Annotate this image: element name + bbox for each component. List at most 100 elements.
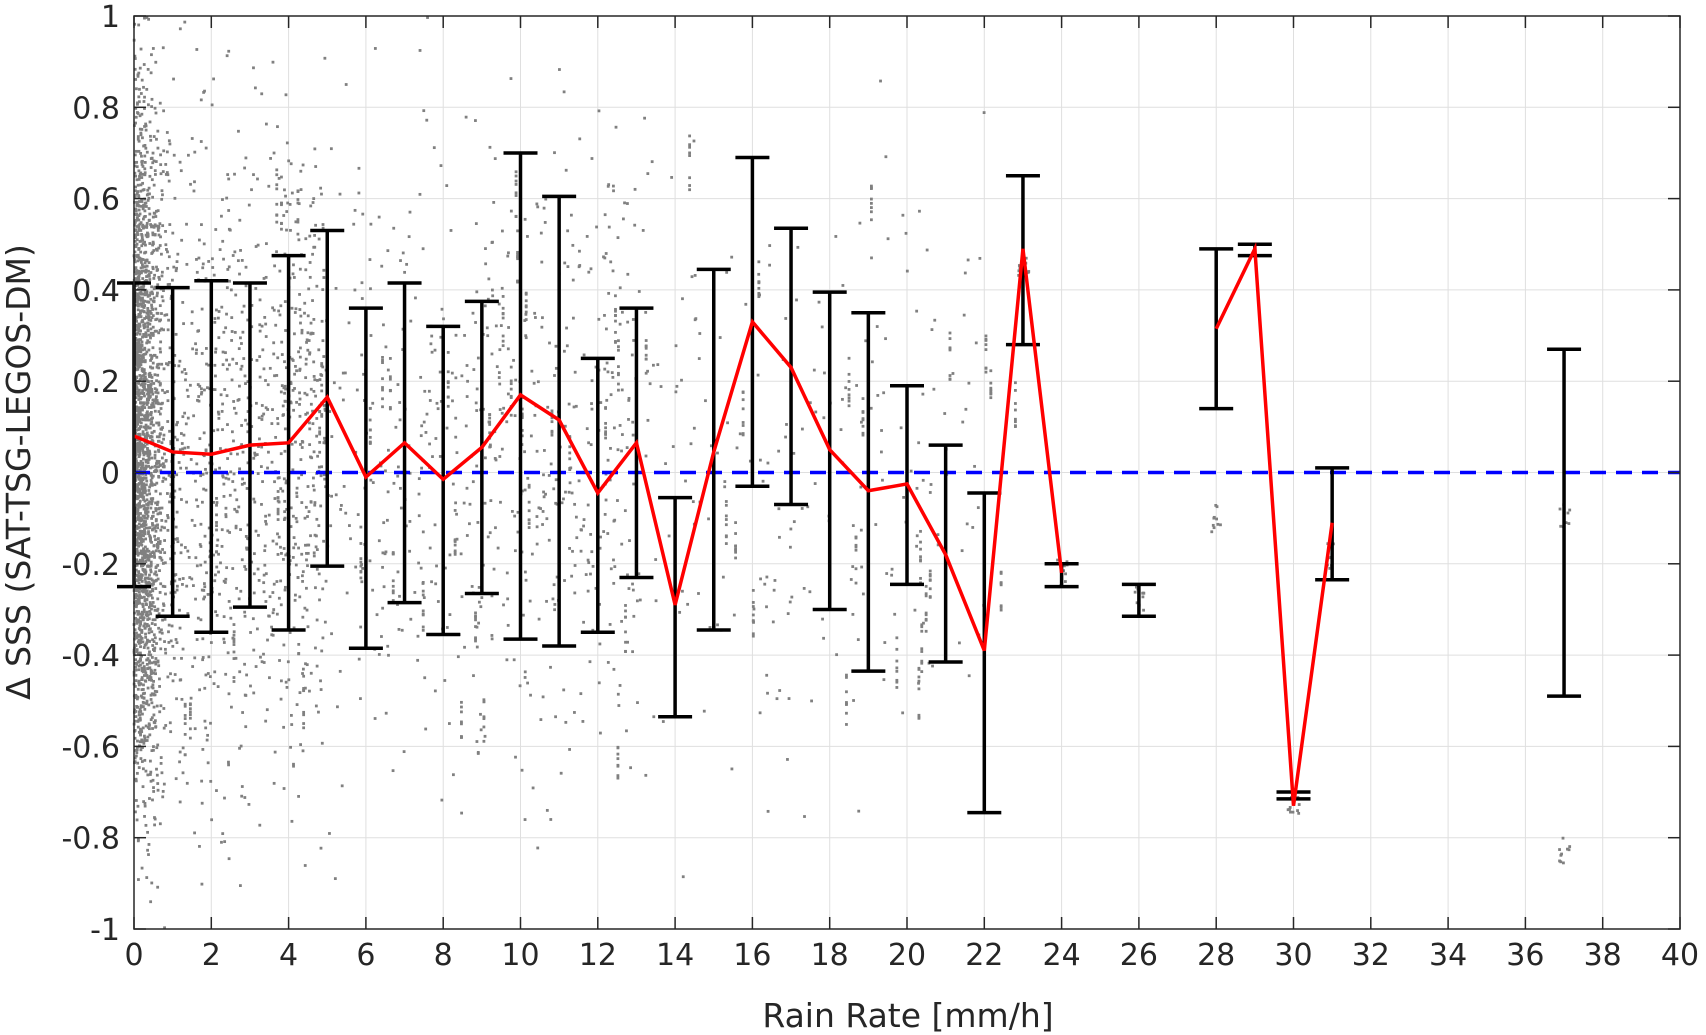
scatter-point	[147, 315, 151, 319]
scatter-point	[143, 261, 147, 265]
scatter-point	[318, 432, 322, 436]
scatter-point	[185, 262, 189, 266]
scatter-point	[146, 300, 149, 304]
scatter-point	[757, 272, 761, 276]
scatter-point	[289, 713, 293, 717]
scatter-point	[150, 403, 153, 407]
scatter-point	[759, 577, 762, 581]
scatter-point	[885, 572, 889, 575]
scatter-point	[294, 593, 297, 597]
scatter-point	[388, 406, 392, 409]
scatter-point	[264, 335, 268, 338]
scatter-point	[320, 741, 324, 745]
scatter-point	[857, 809, 861, 813]
scatter-point	[150, 355, 154, 359]
scatter-point	[451, 482, 455, 486]
scatter-point	[233, 488, 237, 492]
scatter-point	[626, 640, 630, 644]
scatter-point	[207, 526, 211, 530]
scatter-point	[137, 627, 141, 630]
scatter-point	[147, 489, 151, 492]
scatter-point	[230, 330, 234, 333]
scatter-point	[324, 579, 328, 583]
scatter-point	[267, 614, 271, 618]
scatter-point	[144, 335, 148, 339]
scatter-point	[928, 491, 932, 494]
scatter-point	[277, 535, 281, 539]
scatter-point	[140, 128, 144, 131]
scatter-point	[298, 308, 302, 311]
scatter-point	[138, 324, 142, 328]
scatter-point	[157, 421, 161, 425]
scatter-point	[315, 517, 319, 521]
scatter-point	[145, 411, 149, 415]
scatter-point	[408, 520, 412, 523]
scatter-point	[151, 231, 155, 235]
scatter-point	[514, 183, 518, 186]
scatter-point	[618, 322, 622, 326]
scatter-point	[617, 365, 620, 369]
scatter-point	[145, 150, 149, 154]
scatter-point	[157, 246, 161, 250]
scatter-point	[718, 336, 722, 339]
scatter-point	[631, 420, 635, 424]
scatter-point	[455, 537, 459, 541]
scatter-point	[283, 188, 286, 192]
scatter-point	[151, 398, 155, 402]
scatter-point	[133, 736, 137, 740]
scatter-point	[620, 619, 624, 623]
scatter-point	[138, 537, 142, 541]
scatter-point	[414, 296, 417, 300]
scatter-point	[610, 371, 614, 375]
scatter-point	[154, 538, 157, 542]
scatter-point	[984, 337, 988, 341]
scatter-point	[173, 353, 177, 357]
scatter-point	[145, 275, 148, 278]
scatter-point	[148, 278, 152, 281]
scatter-point	[895, 686, 899, 689]
scatter-point	[230, 705, 233, 709]
scatter-point	[160, 427, 164, 431]
scatter-point	[147, 653, 151, 657]
x-tick-label: 2	[202, 938, 221, 973]
scatter-point	[289, 228, 292, 232]
scatter-point	[133, 634, 137, 638]
scatter-point	[234, 656, 238, 660]
scatter-point	[317, 710, 320, 714]
scatter-point	[604, 252, 608, 255]
scatter-point	[141, 226, 145, 230]
scatter-point	[152, 277, 156, 280]
scatter-point	[920, 650, 924, 653]
scatter-point	[430, 334, 434, 338]
scatter-point	[214, 350, 217, 354]
scatter-point	[133, 164, 137, 168]
scatter-point	[136, 839, 140, 843]
scatter-point	[147, 501, 150, 505]
scatter-point	[344, 511, 348, 515]
scatter-point	[136, 190, 140, 193]
scatter-point	[917, 713, 921, 717]
scatter-point	[535, 449, 539, 453]
scatter-point	[524, 312, 528, 316]
scatter-point	[144, 243, 147, 247]
scatter-point	[143, 577, 147, 581]
scatter-point	[606, 661, 610, 664]
scatter-point	[321, 226, 325, 230]
scatter-point	[200, 882, 204, 886]
scatter-point	[148, 174, 152, 178]
scatter-point	[423, 676, 427, 680]
scatter-point	[611, 375, 615, 379]
scatter-point	[211, 388, 215, 391]
scatter-point	[201, 637, 205, 641]
scatter-point	[142, 608, 146, 611]
scatter-point	[138, 716, 142, 720]
scatter-point	[160, 771, 164, 775]
scatter-point	[276, 532, 279, 536]
scatter-point	[229, 452, 233, 456]
x-tick-label: 32	[1352, 938, 1390, 973]
scatter-point	[301, 570, 305, 574]
scatter-point	[183, 411, 187, 415]
scatter-point	[135, 445, 139, 448]
scatter-point	[260, 404, 264, 407]
scatter-point	[454, 416, 458, 420]
